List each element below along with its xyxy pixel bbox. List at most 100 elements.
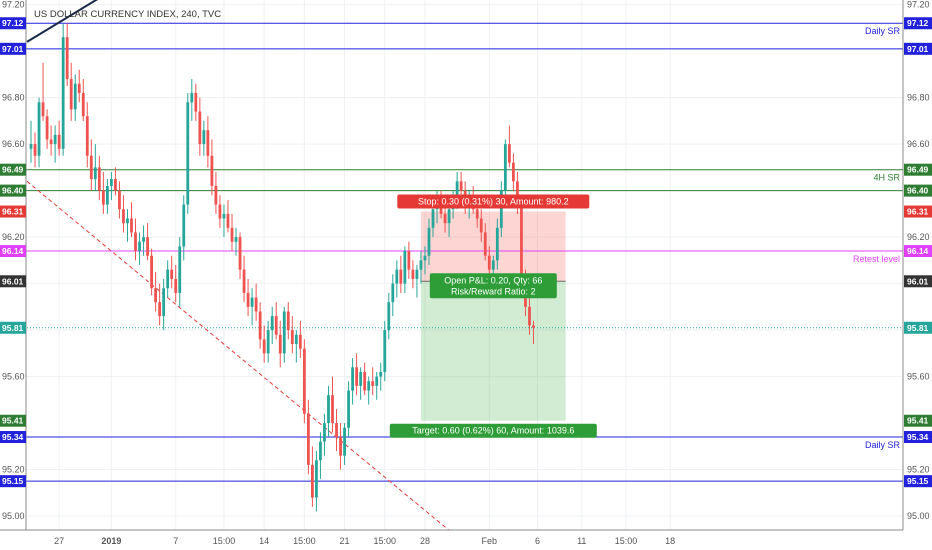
- candle-body: [294, 334, 298, 345]
- candle: [487, 246, 491, 275]
- price-badge-right: [904, 414, 932, 427]
- candle-body: [375, 376, 379, 386]
- candle: [61, 23, 65, 156]
- candle-body: [214, 185, 218, 205]
- candle: [182, 195, 186, 261]
- candle: [363, 362, 367, 396]
- candle-body: [286, 311, 290, 331]
- target-label-box: [389, 423, 597, 438]
- candle: [407, 241, 411, 279]
- candle-body: [29, 144, 33, 149]
- candle-body: [93, 167, 97, 179]
- candle-body: [270, 316, 274, 331]
- candle-body: [190, 92, 194, 103]
- candle-body: [491, 260, 495, 270]
- price-badge-left-text: 96.31: [2, 207, 24, 217]
- candle-body: [262, 339, 266, 354]
- candle-body: [315, 460, 318, 498]
- price-tick-label: 95.20: [907, 465, 930, 475]
- candle: [170, 255, 174, 289]
- candle: [218, 195, 222, 228]
- candle: [214, 172, 218, 214]
- candle: [503, 139, 507, 200]
- candle: [355, 353, 359, 396]
- candle-body: [503, 144, 507, 191]
- candle-body: [142, 237, 145, 242]
- candle-body: [194, 92, 198, 112]
- candle: [202, 120, 206, 156]
- candle: [375, 371, 379, 400]
- candle: [242, 255, 246, 303]
- pnl-label-text: Risk/Reward Ratio: 2: [451, 286, 536, 296]
- candle-body: [323, 423, 326, 442]
- candle: [507, 125, 511, 168]
- candle: [311, 446, 314, 507]
- time-tick-label: Feb: [482, 536, 498, 546]
- candle-body: [222, 213, 226, 219]
- candle: [118, 181, 121, 219]
- price-badge-left-text: 95.41: [2, 416, 24, 426]
- candle: [419, 251, 423, 284]
- candle-body: [532, 325, 535, 328]
- price-badge-right-text: 95.34: [907, 432, 929, 442]
- solid-trendline[interactable]: [26, 0, 111, 43]
- time-tick-label: 15:00: [293, 536, 316, 546]
- dashed-trendline[interactable]: [26, 180, 458, 538]
- candle: [57, 120, 61, 156]
- candle-body: [186, 102, 190, 205]
- candle-body: [371, 381, 375, 386]
- candle: [323, 413, 326, 456]
- candle: [447, 204, 451, 238]
- candle: [286, 302, 290, 340]
- price-badge-right-text: 97.01: [907, 44, 929, 54]
- price-badge-right: [904, 475, 932, 488]
- candle: [282, 306, 286, 363]
- candle: [162, 278, 166, 331]
- price-tick-label: 96.60: [907, 139, 930, 149]
- candle-body: [150, 255, 153, 289]
- candle: [110, 172, 113, 200]
- candle-body: [520, 204, 523, 279]
- candle-body: [499, 190, 503, 228]
- price-badge-left-text: 95.81: [2, 323, 24, 333]
- candle-body: [170, 269, 174, 279]
- candle: [158, 283, 162, 326]
- candle: [262, 325, 266, 363]
- candle-body: [387, 302, 391, 331]
- sr-level-label: 4H SR: [873, 173, 900, 183]
- candle-body: [266, 330, 270, 354]
- candle: [270, 306, 274, 345]
- price-badge-left: [0, 414, 26, 427]
- target-zone[interactable]: [420, 281, 566, 421]
- stop-label-box: [397, 194, 590, 209]
- candle: [399, 255, 403, 293]
- candle-body: [258, 311, 262, 340]
- price-badge-left: [0, 475, 26, 488]
- time-tick-label: 6: [535, 536, 540, 546]
- price-badge-left-text: 96.40: [2, 186, 24, 196]
- price-tick-label: 97.20: [907, 0, 930, 10]
- candle-body: [347, 390, 350, 428]
- price-tick-label: 96.60: [2, 139, 25, 149]
- position-labels: Stop: 0.30 (0.31%) 30, Amount: 980.2 Open…: [389, 194, 597, 438]
- candle: [254, 283, 258, 321]
- candle: [528, 297, 531, 335]
- candle-body: [383, 330, 387, 372]
- candle-body: [45, 116, 49, 140]
- candle: [166, 260, 170, 298]
- candle: [411, 260, 415, 289]
- price-badge-left-text: 96.14: [2, 246, 24, 256]
- candle-body: [459, 181, 463, 191]
- position-tool[interactable]: [420, 211, 566, 421]
- candle-body: [238, 237, 242, 270]
- time-axis[interactable]: 27 2019 7 15:00 14 15:00 21 15:00 28 Feb 6 11 15:00 1…: [0, 529, 932, 550]
- candle-body: [118, 190, 121, 210]
- candle-body: [399, 269, 403, 284]
- trendlines[interactable]: [26, 0, 458, 538]
- candle: [495, 218, 499, 270]
- candle-body: [351, 367, 354, 391]
- pnl-label-box: [429, 273, 557, 299]
- price-badge-left: [0, 275, 26, 288]
